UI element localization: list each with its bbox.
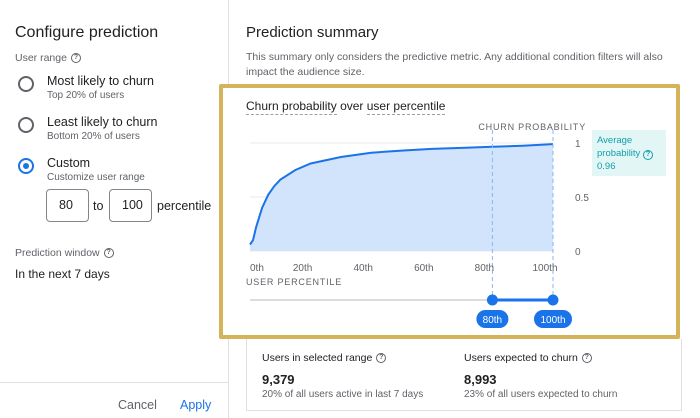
option-subtitle: Bottom 20% of users	[47, 131, 140, 142]
option-title: Least likely to churn	[47, 115, 158, 129]
radio-button[interactable]	[18, 76, 34, 92]
slider-chip-to[interactable]	[534, 310, 572, 328]
option-most-likely[interactable]: Most likely to churn Top 20% of users	[18, 73, 154, 103]
apply-button[interactable]: Apply	[180, 398, 212, 412]
help-icon[interactable]: ?	[70, 53, 81, 63]
prediction-window-value[interactable]: In the next 7 days	[15, 267, 110, 281]
summary-title: Prediction summary	[246, 24, 379, 41]
radio-button-selected[interactable]	[18, 158, 34, 174]
stat-label-selected-range: Users in selected range?	[262, 352, 387, 364]
stat-value-selected-range: 9,379	[262, 372, 295, 387]
prediction-window-text: Prediction window	[15, 247, 100, 259]
slider-handle-to[interactable]	[547, 294, 559, 306]
prediction-window-label: Prediction window ?	[15, 247, 114, 259]
help-icon[interactable]: ?	[376, 353, 387, 363]
range-from-input[interactable]: 80	[46, 189, 89, 222]
option-least-likely[interactable]: Least likely to churn Bottom 20% of user…	[18, 114, 157, 144]
stat-value-expected-churn: 8,993	[464, 372, 497, 387]
footer-divider	[0, 382, 229, 383]
stats-card	[246, 339, 682, 411]
help-icon[interactable]: ?	[103, 248, 114, 258]
range-to-input[interactable]: 100	[109, 189, 152, 222]
chart-title-over: over	[340, 99, 364, 113]
option-title: Custom	[47, 156, 91, 170]
slider-chip-from[interactable]	[476, 310, 509, 328]
average-line1: Average	[597, 135, 633, 146]
stat-label-expected-churn: Users expected to churn?	[464, 352, 592, 364]
average-line2: probability ?	[597, 147, 661, 160]
user-range-label: User range ?	[15, 52, 81, 64]
configure-panel: Configure prediction User range ? Most l…	[0, 0, 229, 418]
chart-title: Churn probability over user percentile	[246, 99, 446, 115]
help-icon[interactable]: ?	[642, 150, 653, 160]
cancel-button[interactable]: Cancel	[118, 398, 157, 412]
help-icon[interactable]: ?	[581, 353, 592, 363]
average-probability-box: Average probability ? 0.96	[592, 130, 666, 176]
user-range-text: User range	[15, 52, 67, 64]
percentile-word: percentile	[157, 199, 212, 213]
stat-sub-expected-churn: 23% of all users expected to churn	[464, 389, 618, 400]
slider-handle-from[interactable]	[486, 294, 498, 306]
option-subtitle: Top 20% of users	[47, 90, 125, 101]
average-value: 0.96	[597, 161, 616, 172]
range-to-word: to	[93, 199, 104, 213]
chart-title-dimension[interactable]: user percentile	[366, 99, 446, 115]
option-title: Most likely to churn	[47, 74, 154, 88]
chart-title-metric[interactable]: Churn probability	[246, 99, 337, 115]
option-custom[interactable]: Custom Customize user range	[18, 155, 145, 185]
summary-description: This summary only considers the predicti…	[246, 51, 663, 78]
option-subtitle: Customize user range	[47, 172, 145, 183]
chart-highlight-frame	[219, 84, 680, 339]
configure-title: Configure prediction	[15, 24, 159, 41]
radio-button[interactable]	[18, 117, 34, 133]
stat-sub-selected-range: 20% of all users active in last 7 days	[262, 389, 424, 400]
